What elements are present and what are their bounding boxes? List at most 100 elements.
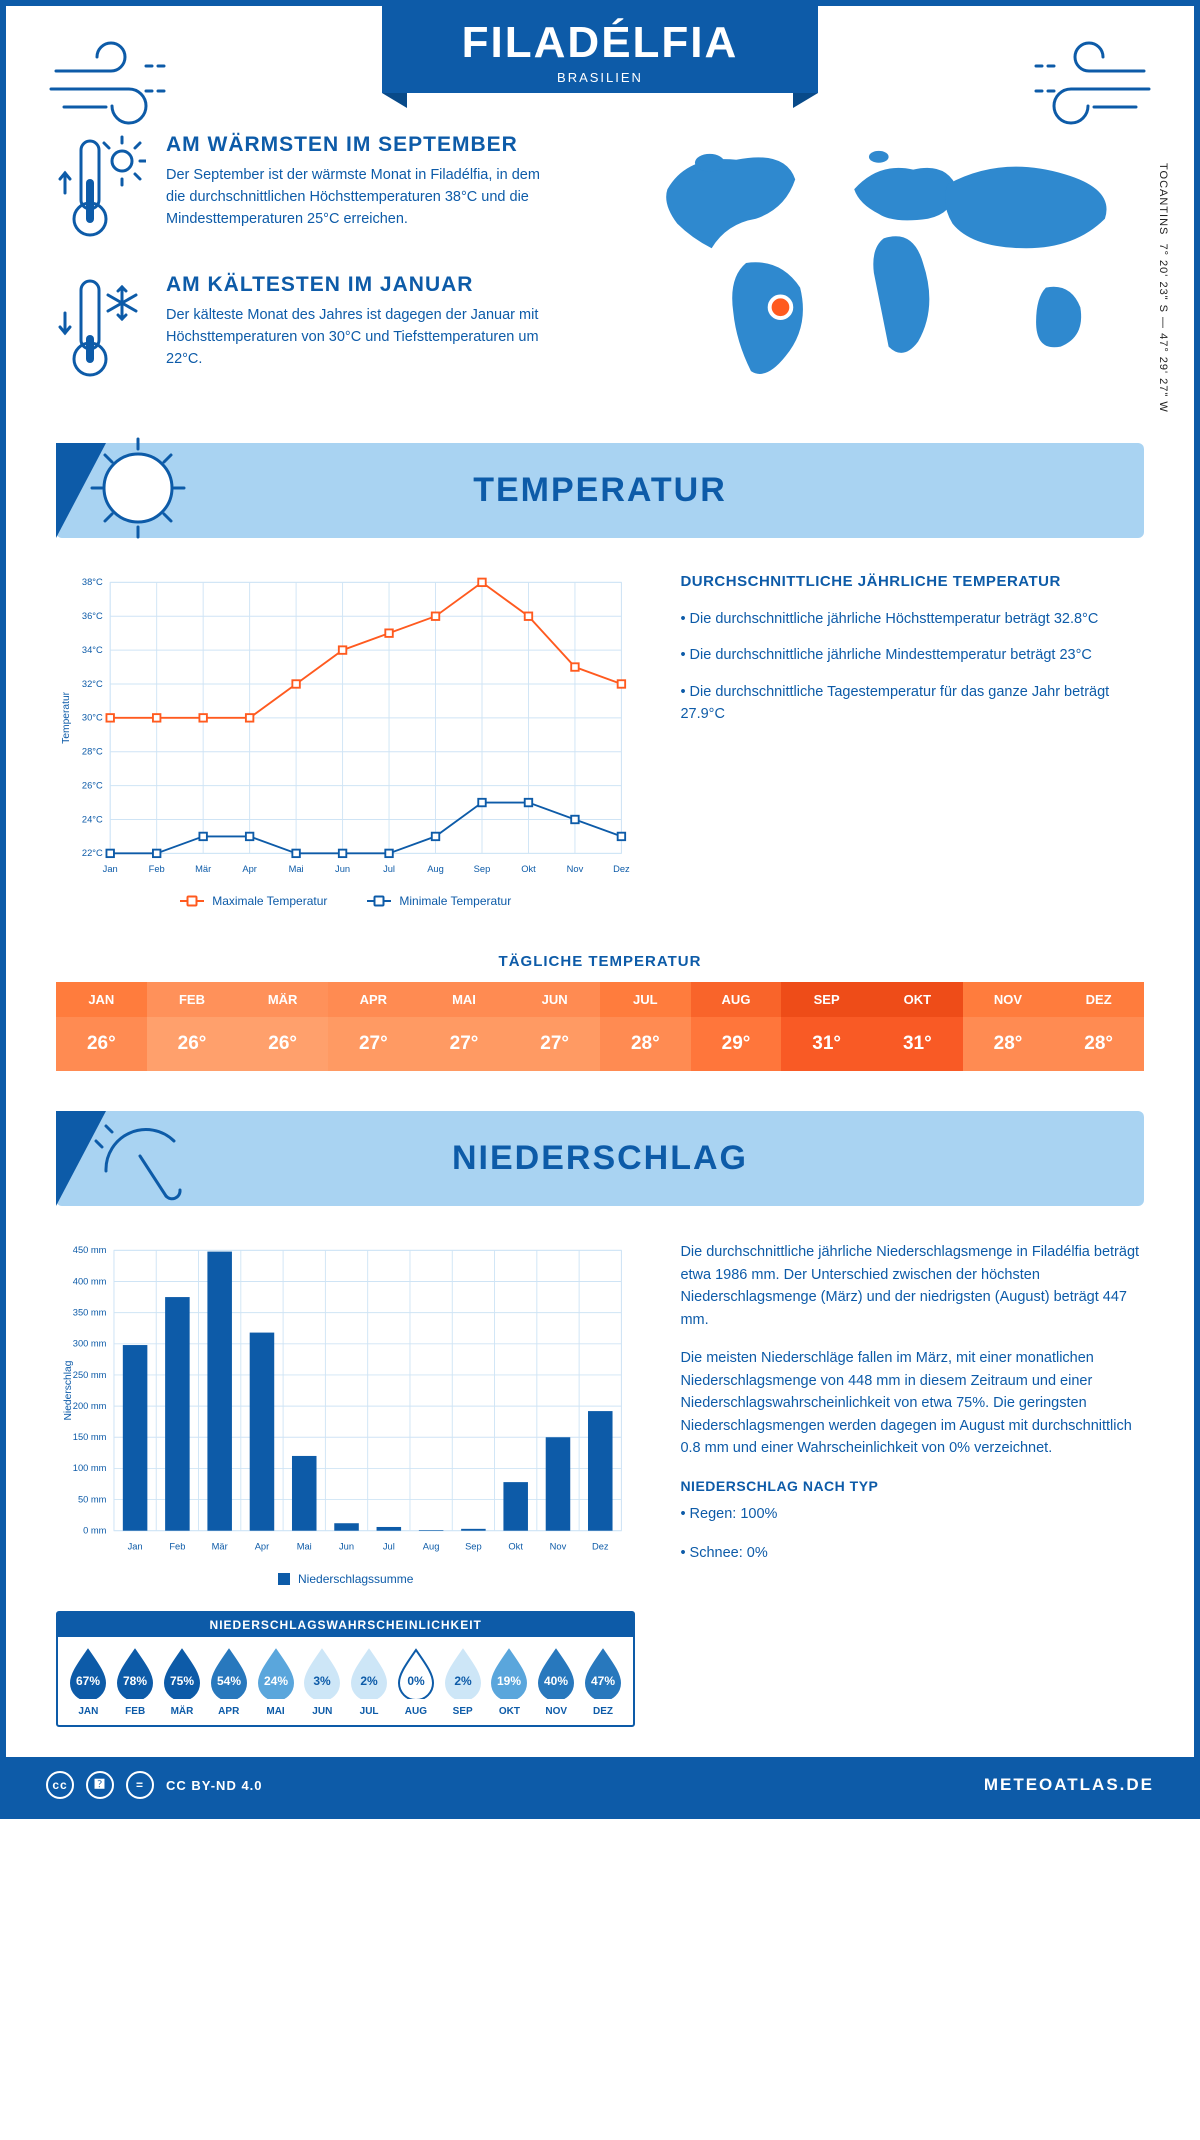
svg-text:26°C: 26°C <box>82 780 103 790</box>
svg-text:78%: 78% <box>123 1674 147 1688</box>
svg-text:Mär: Mär <box>212 1542 228 1552</box>
section-title: NIEDERSCHLAG <box>452 1139 918 1178</box>
temperature-text: DURCHSCHNITTLICHE JÄHRLICHE TEMPERATUR •… <box>680 573 1144 908</box>
daily-value: 29° <box>691 1017 782 1071</box>
probability-drop: 47% DEZ <box>581 1647 626 1717</box>
svg-text:Nov: Nov <box>567 864 584 874</box>
probability-heading: NIEDERSCHLAGSWAHRSCHEINLICHKEIT <box>58 1613 633 1637</box>
daily-value: 31° <box>872 1017 963 1071</box>
probability-drop: 19% OKT <box>487 1647 532 1717</box>
svg-text:67%: 67% <box>76 1674 100 1688</box>
daily-month: SEP <box>781 982 872 1017</box>
svg-text:Feb: Feb <box>149 864 165 874</box>
svg-text:28°C: 28°C <box>82 747 103 757</box>
svg-text:40%: 40% <box>544 1674 568 1688</box>
svg-text:Feb: Feb <box>169 1542 185 1552</box>
svg-text:300 mm: 300 mm <box>73 1339 107 1349</box>
precip-section: 0 mm50 mm100 mm150 mm200 mm250 mm300 mm3… <box>6 1206 1194 1757</box>
probability-drop: 3% JUN <box>300 1647 345 1717</box>
svg-text:100 mm: 100 mm <box>73 1464 107 1474</box>
fact-warm-title: AM WÄRMSTEN IM SEPTEMBER <box>166 133 546 157</box>
svg-text:24%: 24% <box>264 1674 288 1688</box>
map-marker <box>769 296 791 318</box>
fact-warm-body: Der September ist der wärmste Monat in F… <box>166 165 546 230</box>
probability-drop: 75% MÄR <box>160 1647 205 1717</box>
precip-para: Die meisten Niederschläge fallen im März… <box>680 1347 1144 1459</box>
svg-text:Dez: Dez <box>613 864 630 874</box>
section-title: TEMPERATUR <box>473 471 897 510</box>
nd-icon: = <box>126 1771 154 1799</box>
wind-icon <box>1024 41 1154 131</box>
daily-temp-title: TÄGLICHE TEMPERATUR <box>6 953 1194 970</box>
svg-text:2%: 2% <box>454 1674 472 1688</box>
daily-value: 28° <box>1053 1017 1144 1071</box>
daily-month: OKT <box>872 982 963 1017</box>
daily-temp-table: JANFEBMÄRAPRMAIJUNJULAUGSEPOKTNOVDEZ26°2… <box>56 982 1144 1071</box>
svg-text:Apr: Apr <box>242 864 257 874</box>
intro: AM WÄRMSTEN IM SEPTEMBER Der September i… <box>6 113 1194 443</box>
precip-left: 0 mm50 mm100 mm150 mm200 mm250 mm300 mm3… <box>56 1241 635 1727</box>
daily-value: 28° <box>600 1017 691 1071</box>
svg-text:Okt: Okt <box>521 864 536 874</box>
thermometer-sun-icon <box>56 133 146 248</box>
svg-text:24°C: 24°C <box>82 814 103 824</box>
svg-text:30°C: 30°C <box>82 713 103 723</box>
footer-site: METEOATLAS.DE <box>984 1775 1154 1795</box>
svg-text:450 mm: 450 mm <box>73 1246 107 1256</box>
daily-month: AUG <box>691 982 782 1017</box>
svg-text:Jan: Jan <box>128 1542 143 1552</box>
cc-icon: cc <box>46 1771 74 1799</box>
daily-value: 26° <box>237 1017 328 1071</box>
svg-text:250 mm: 250 mm <box>73 1370 107 1380</box>
daily-value: 27° <box>419 1017 510 1071</box>
svg-text:38°C: 38°C <box>82 577 103 587</box>
daily-month: FEB <box>147 982 238 1017</box>
precip-legend: Niederschlagssumme <box>56 1572 635 1586</box>
svg-text:Temperatur: Temperatur <box>61 691 72 743</box>
section-banner-precip: NIEDERSCHLAG <box>56 1111 1144 1206</box>
intro-facts: AM WÄRMSTEN IM SEPTEMBER Der September i… <box>56 133 593 413</box>
svg-text:Mär: Mär <box>195 864 211 874</box>
world-map-block: TOCANTINS 7° 20' 23" S — 47° 29' 27" W <box>633 133 1144 413</box>
daily-month: APR <box>328 982 419 1017</box>
svg-text:50 mm: 50 mm <box>78 1495 107 1505</box>
thermometer-snow-icon <box>56 273 146 388</box>
section-banner-temp: TEMPERATUR <box>56 443 1144 538</box>
precip-para: Die durchschnittliche jährliche Niedersc… <box>680 1241 1144 1331</box>
temperature-section: 22°C24°C26°C28°C30°C32°C34°C36°C38°CJanF… <box>6 538 1194 938</box>
svg-text:Aug: Aug <box>427 864 444 874</box>
by-icon: 🯄 <box>86 1771 114 1799</box>
probability-drop: 2% JUL <box>347 1647 392 1717</box>
precip-type: • Schnee: 0% <box>680 1542 1144 1564</box>
svg-text:Jun: Jun <box>335 864 350 874</box>
fact-cold: AM KÄLTESTEN IM JANUAR Der kälteste Mona… <box>56 273 593 388</box>
world-map <box>633 133 1144 393</box>
probability-drop: 78% FEB <box>113 1647 158 1717</box>
probability-drop: 2% SEP <box>440 1647 485 1717</box>
daily-value: 31° <box>781 1017 872 1071</box>
svg-text:400 mm: 400 mm <box>73 1277 107 1287</box>
probability-drop: 40% NOV <box>534 1647 579 1717</box>
svg-text:Jul: Jul <box>383 1542 395 1552</box>
header: FILADÉLFIA BRASILIEN <box>6 6 1194 113</box>
title-ribbon: FILADÉLFIA BRASILIEN <box>382 0 819 93</box>
precip-type: • Regen: 100% <box>680 1503 1144 1525</box>
footer: cc 🯄 = CC BY-ND 4.0 METEOATLAS.DE <box>6 1757 1194 1813</box>
fact-cold-body: Der kälteste Monat des Jahres ist dagege… <box>166 305 546 370</box>
svg-text:Sep: Sep <box>474 864 491 874</box>
temperature-chart: 22°C24°C26°C28°C30°C32°C34°C36°C38°CJanF… <box>56 573 635 908</box>
country-subtitle: BRASILIEN <box>462 70 739 85</box>
temp-text-heading: DURCHSCHNITTLICHE JÄHRLICHE TEMPERATUR <box>680 573 1144 590</box>
svg-text:0%: 0% <box>407 1674 425 1688</box>
page: FILADÉLFIA BRASILIEN <box>0 0 1200 1819</box>
city-title: FILADÉLFIA <box>462 18 739 68</box>
daily-value: 27° <box>328 1017 419 1071</box>
svg-text:200 mm: 200 mm <box>73 1401 107 1411</box>
probability-drop: 67% JAN <box>66 1647 111 1717</box>
daily-value: 26° <box>147 1017 238 1071</box>
temp-legend: .leg-item:nth-child(1) .sw::after{border… <box>56 894 635 908</box>
svg-text:Apr: Apr <box>255 1542 270 1552</box>
svg-text:34°C: 34°C <box>82 645 103 655</box>
daily-month: DEZ <box>1053 982 1144 1017</box>
svg-text:19%: 19% <box>497 1674 521 1688</box>
